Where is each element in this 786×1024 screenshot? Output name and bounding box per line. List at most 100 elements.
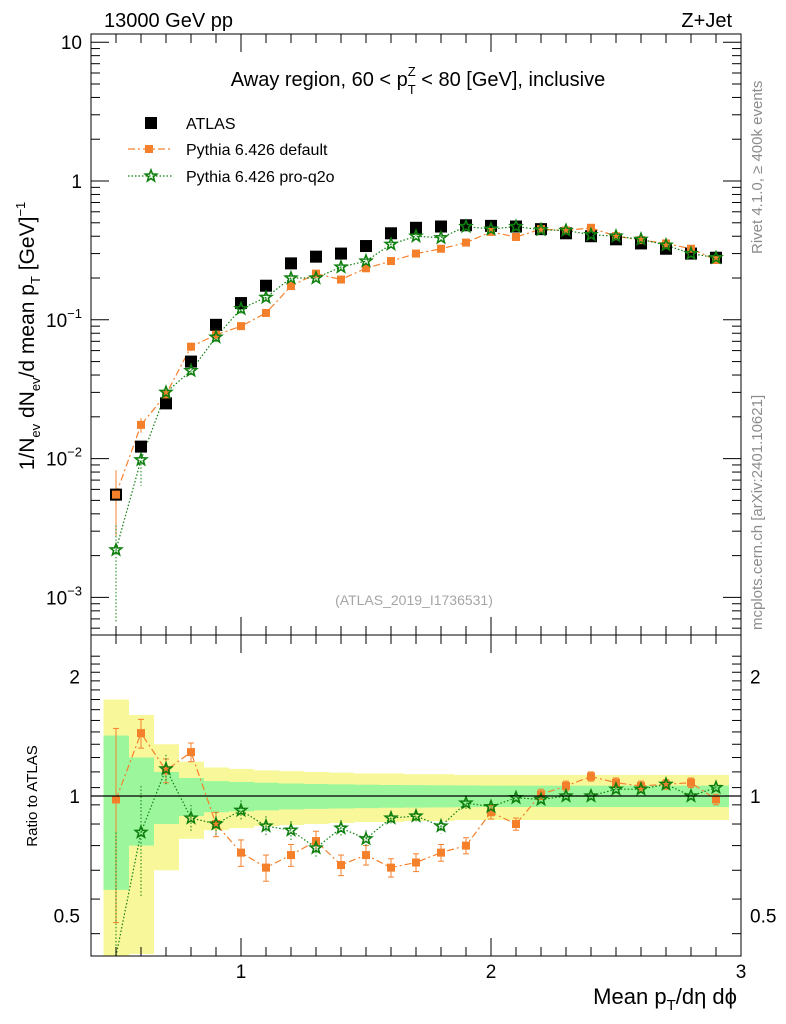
proq2o-ratio-point [208,815,224,831]
y-tick-exp: −2 [67,445,82,460]
atlas-point [410,221,422,234]
proq2o-ratio-point [358,830,374,846]
default-ratio-point [512,820,520,829]
atlas-point [135,440,147,453]
default-point [662,239,670,248]
atlas-point [435,220,447,233]
atlas-point [385,227,397,240]
default-ratio-point [437,848,445,857]
proq2o-point [458,218,474,234]
ylabel-sub: T [28,276,43,284]
proq2o-point [108,541,124,557]
y-tick-label: 10−1 [46,306,82,332]
default-point [237,322,245,331]
ylabel-sub: ev [28,377,43,391]
proq2o-point [333,258,349,274]
default-point [412,249,420,258]
stat-uncertainty-band [128,757,154,846]
proq2o-point [408,227,424,243]
atlas-point [185,355,197,368]
ratio-panel-marks [112,718,724,957]
default-ratio-point [662,780,670,789]
default-ratio-point [387,863,395,872]
default-ratio-point [212,820,220,829]
default-ratio-point [412,858,420,867]
default-point [512,232,520,241]
atlas-point [685,247,697,260]
proq2o-ratio-point [383,809,399,825]
default-point [137,420,145,429]
proq2o-ratio-point [633,780,649,796]
atlas-point [285,257,297,270]
proq2o-point [133,451,149,467]
proq2o-ratio-point [683,787,699,803]
proq2o-point [383,235,399,251]
x-tick-label: 1 [236,962,247,983]
stat-uncertainty-band [203,781,229,813]
legend-proq2o-label: Pythia 6.426 pro-q2o [186,169,335,186]
stat-uncertainty-band [178,778,204,817]
atlas-point [210,318,222,331]
legend: ATLAS Pythia 6.426 default Pythia 6.426 … [128,116,335,186]
mcplots-watermark: mcplots.cern.ch [arXiv:2401.10621] [749,395,766,630]
y-tick-label: 10−2 [46,445,82,471]
proq2o-point [483,220,499,236]
default-point [262,308,270,317]
ratio-y-tick-label: 0.5 [54,907,80,928]
proq2o-ratio-point [408,807,424,823]
default-ratio-point [637,781,645,790]
legend-proq2o-marker [143,167,159,183]
proq2o-point [158,384,174,400]
proq2o-ratio-point [433,817,449,833]
default-point [462,238,470,247]
y-tick-exp: −1 [67,306,82,321]
header-right-label: Z+Jet [681,10,732,32]
default-ratio-point [162,766,170,775]
proq2o-ratio-point [158,760,174,776]
proq2o-point [233,300,249,316]
default-ratio-point [462,841,470,850]
default-ratio-point [287,851,295,860]
proq2o-point [208,328,224,344]
default-ratio-point [262,863,270,872]
proq2o-ratio-point [658,776,674,792]
proq2o-point [608,227,624,243]
x-tick-label: 3 [736,962,747,983]
header-left-label: 13000 GeV pp [104,10,233,32]
proq2o-ratio-point [533,791,549,807]
proq2o-ratio-point [608,780,624,796]
default-ratio-point [137,729,145,738]
default-point [112,490,120,499]
ylabel-part: [GeV] [16,217,39,277]
proq2o-point [358,252,374,268]
default-point [287,282,295,291]
proq2o-ratio-point [333,819,349,835]
default-point [212,330,220,339]
proq2o-point [683,245,699,261]
title-sub: T [408,82,416,97]
default-point [337,275,345,284]
atlas-point [260,279,272,292]
ratio-y-tick-label-right: 1 [750,787,761,808]
ratio-y-tick-label-right: 2 [750,668,761,689]
default-series-line [115,227,717,495]
analysis-label: (ATLAS_2019_I1736531) [335,592,493,608]
y-tick-label: 10−3 [46,583,82,609]
proq2o-ratio-point [483,798,499,814]
proq2o-ratio-point [183,809,199,825]
proq2o-point [708,249,724,265]
atlas-point [160,397,172,410]
proq2o-point [433,229,449,245]
main-y-axis-label: 1/Nev dNev/d mean pT [GeV]−1 [13,202,43,471]
proq2o-point [633,231,649,247]
default-ratio-point [187,748,195,757]
atlas-point [335,247,347,260]
legend-star-shape [143,167,159,183]
ratio-uncertainty-bands [103,699,729,956]
legend-atlas-label: ATLAS [186,116,236,133]
default-ratio-point [562,781,570,790]
atlas-point [310,250,322,263]
default-point [612,232,620,241]
ratio-y-tick-label: 2 [69,668,80,689]
